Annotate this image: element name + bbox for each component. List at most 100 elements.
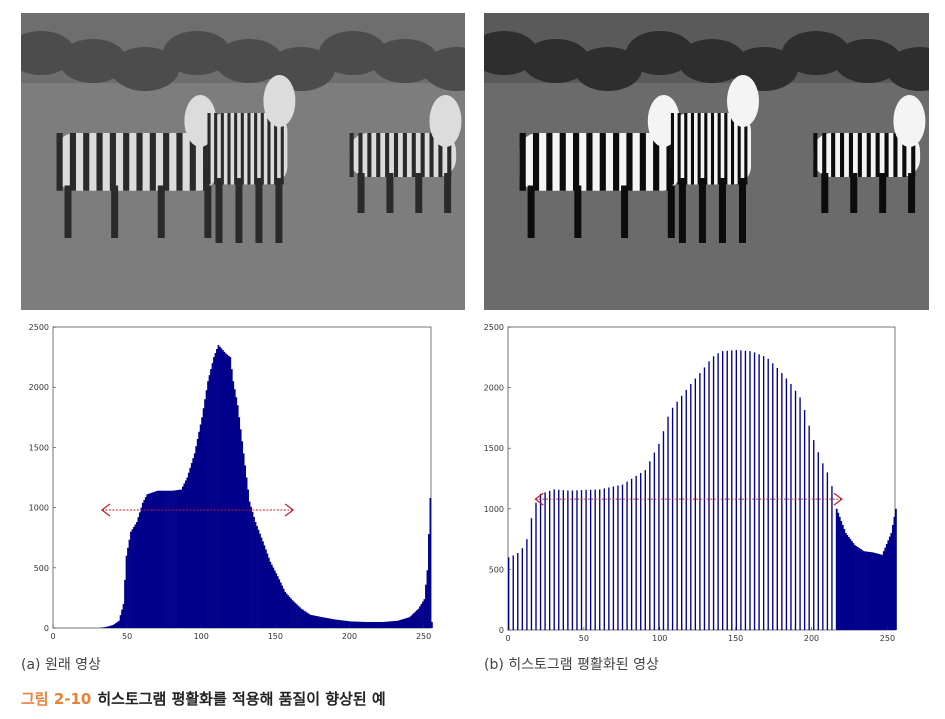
tree xyxy=(215,39,283,83)
histogram-bar xyxy=(690,383,692,630)
y-tick-label: 0 xyxy=(499,626,504,635)
histogram-bar xyxy=(186,477,189,628)
histogram-bar xyxy=(374,621,377,628)
histogram-bar xyxy=(162,490,165,628)
histogram-bar xyxy=(146,494,149,628)
histogram-bar xyxy=(176,490,178,628)
tree xyxy=(782,31,850,75)
histogram-bar xyxy=(315,615,318,628)
caption-equalized-image: (b) 히스토그램 평활화된 영상 xyxy=(484,657,659,673)
histogram-bar xyxy=(299,607,301,628)
histogram-bar xyxy=(199,424,202,628)
histogram-bar xyxy=(640,472,642,630)
histogram-bar xyxy=(309,614,312,628)
histogram-bar xyxy=(305,611,307,628)
histogram-bar xyxy=(250,506,252,628)
histogram-bar xyxy=(392,621,395,628)
histogram-bar xyxy=(181,486,184,628)
histogram-bar xyxy=(876,553,879,630)
histogram-bar xyxy=(803,410,806,630)
histogram-bar xyxy=(113,623,116,628)
histogram-bar xyxy=(888,536,891,630)
histogram-bar xyxy=(297,605,300,628)
histogram-bar xyxy=(837,512,840,630)
histogram-bar xyxy=(306,612,309,628)
histogram-bar xyxy=(895,508,897,630)
histogram-bar xyxy=(617,485,619,630)
histogram-bar xyxy=(599,489,601,630)
histogram-bar xyxy=(352,621,355,628)
histogram-bar xyxy=(116,621,119,628)
histogram-bar xyxy=(119,615,122,628)
histogram-bar xyxy=(589,489,592,630)
histogram-bar xyxy=(699,373,701,630)
histogram-bar xyxy=(893,516,896,630)
histogram-bar xyxy=(229,357,232,628)
histogram-bar xyxy=(159,490,162,628)
histogram-bar xyxy=(149,493,152,628)
histogram-bar xyxy=(753,352,756,630)
spread-arrow-left-head xyxy=(534,492,544,506)
histogram-bar xyxy=(712,356,715,630)
histogram-bar xyxy=(331,619,334,628)
histogram-bar xyxy=(726,350,728,630)
histogram-bar xyxy=(512,555,514,630)
histogram-bar xyxy=(872,552,875,630)
histogram-bar xyxy=(875,553,878,630)
histogram-bar xyxy=(343,620,346,628)
histogram-bar xyxy=(257,529,260,628)
histogram-bar xyxy=(813,440,815,630)
histogram-bar xyxy=(790,383,792,630)
histogram-bar xyxy=(749,351,751,630)
equalized-zebra-photo xyxy=(484,13,929,310)
histogram-bar xyxy=(358,621,361,628)
histogram-bar xyxy=(150,492,153,628)
histogram-bar xyxy=(168,490,171,628)
caption-original-image: (a) 원래 영상 xyxy=(21,657,101,673)
histogram-bar xyxy=(127,547,129,628)
histogram-bar xyxy=(270,564,273,628)
histogram-bar xyxy=(667,416,669,630)
histogram-bar xyxy=(179,489,181,628)
histogram-bar xyxy=(873,552,876,630)
tree xyxy=(678,39,746,83)
histogram-bar xyxy=(291,600,294,628)
y-tick-label: 2000 xyxy=(484,384,504,393)
histogram-bar xyxy=(869,552,872,630)
zebra xyxy=(519,95,680,238)
histogram-bar xyxy=(248,501,251,628)
histogram-bar xyxy=(288,596,291,628)
histogram-bar xyxy=(425,584,427,628)
histogram-bar xyxy=(517,553,519,630)
histogram-bar xyxy=(758,354,760,630)
histogram-bar xyxy=(562,490,564,630)
histogram-bar xyxy=(316,616,319,628)
histogram-bar xyxy=(847,537,850,630)
histogram-bar xyxy=(349,621,352,628)
zebra xyxy=(207,75,296,243)
histogram-bar xyxy=(365,621,368,628)
tree xyxy=(59,39,127,83)
histogram-bar xyxy=(327,618,330,628)
histogram-bar xyxy=(410,615,413,628)
histogram-bar xyxy=(826,472,829,630)
histogram-bar xyxy=(232,381,235,628)
histogram-bar xyxy=(294,603,297,628)
histogram-bar xyxy=(303,610,306,628)
histogram-bar xyxy=(383,621,386,628)
histogram-bar xyxy=(535,502,537,630)
histogram-bar xyxy=(233,389,236,628)
histogram-bar xyxy=(885,543,888,630)
histogram-bar xyxy=(184,480,187,628)
histogram-bar xyxy=(866,551,868,630)
x-tick-label: 250 xyxy=(416,632,431,641)
histogram-bar xyxy=(337,619,340,628)
spread-arrow-left-head xyxy=(100,503,111,517)
histogram-bar xyxy=(785,378,788,630)
histogram-bar xyxy=(155,491,158,628)
tree xyxy=(522,39,590,83)
histogram-bar xyxy=(256,525,258,628)
histogram-bar xyxy=(276,576,279,628)
histogram-bar xyxy=(213,357,215,628)
histogram-bar xyxy=(721,351,724,630)
